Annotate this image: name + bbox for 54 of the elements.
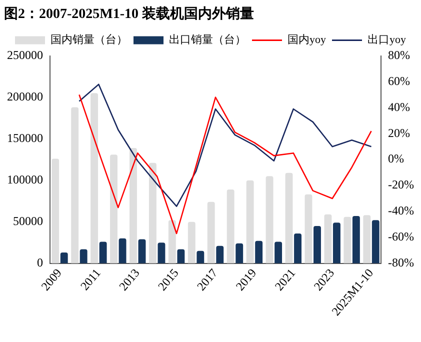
bar [71,107,79,264]
bar [52,158,60,264]
y2-tick-label: 40% [388,100,410,114]
bar [274,242,282,264]
bar [324,214,332,264]
legend-label: 出口销量（台） [169,33,246,46]
y2-tick-label: -20% [388,178,414,192]
y2-tick-label: 60% [388,74,410,88]
y-tick-label: 100000 [7,172,43,186]
y-tick-label: 50000 [13,214,43,228]
bar [285,172,293,264]
y-tick-label: 250000 [7,48,43,62]
bar [99,242,107,264]
bar [110,154,118,264]
bar [130,148,137,264]
bar [80,249,88,264]
bar [138,239,146,264]
bar [90,93,98,264]
bar [207,202,215,264]
bar [344,216,352,264]
y-tick-label: 0 [37,255,43,270]
bar [363,215,371,264]
bar [332,222,340,264]
bar [352,216,360,264]
y2-tick-label: 20% [388,126,410,140]
bar [188,222,196,264]
bar [60,252,68,264]
bar [226,189,234,264]
bar [236,243,244,264]
y2-tick-label: -60% [388,230,414,244]
bar [118,238,126,264]
legend-label: 国内yoy [288,33,326,46]
bar [304,194,312,264]
bar [314,226,321,264]
bar [158,242,166,264]
y2-tick-label: -80% [388,255,414,270]
y2-tick-label: 80% [388,48,410,62]
bar [168,220,176,264]
y2-tick-label: 0% [388,152,404,166]
bar [216,246,224,264]
legend-label: 国内销量（台） [50,33,128,46]
bar [255,240,263,264]
bar [294,233,302,264]
bar [246,180,254,264]
y-tick-label: 150000 [7,130,43,145]
legend-label: 出口yoy [368,33,406,46]
y2-tick-label: -40% [388,204,414,218]
y-tick-label: 200000 [7,89,43,104]
bar [266,176,274,264]
bar [196,250,204,264]
chart-title: 图2：2007-2025M1-10 装载机国内外销量 [4,6,254,22]
bar [177,249,185,264]
bar [148,162,156,264]
bar [372,220,380,264]
